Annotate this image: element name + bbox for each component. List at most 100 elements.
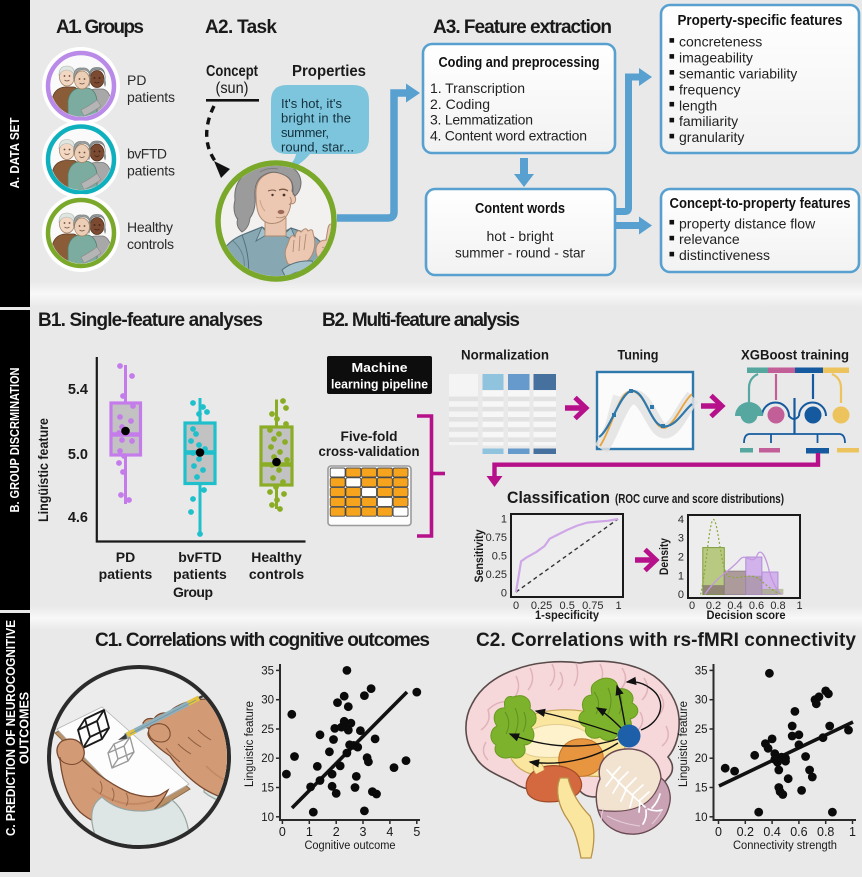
svg-text:0.25: 0.25 bbox=[486, 569, 507, 581]
svg-text:0.25: 0.25 bbox=[531, 600, 552, 612]
svg-text:XGBoost training: XGBoost training bbox=[741, 348, 849, 363]
svg-text:Connectivity strength: Connectivity strength bbox=[733, 840, 837, 852]
svg-text:30: 30 bbox=[261, 695, 274, 707]
svg-text:PD: PD bbox=[127, 72, 146, 88]
svg-text:1. Transcription: 1. Transcription bbox=[430, 80, 525, 96]
svg-text:15: 15 bbox=[695, 783, 708, 795]
svg-text:0.4: 0.4 bbox=[763, 825, 780, 839]
svg-text:0.4: 0.4 bbox=[727, 600, 742, 612]
svg-text:controls: controls bbox=[249, 566, 304, 582]
svg-text:hot - bright: hot - bright bbox=[487, 228, 554, 244]
svg-text:Concept: Concept bbox=[206, 63, 258, 80]
svg-text:cross-validation: cross-validation bbox=[319, 444, 420, 459]
svg-text:0.5: 0.5 bbox=[560, 600, 575, 612]
svg-text:Cognitive outcome: Cognitive outcome bbox=[305, 840, 396, 852]
svg-text:2: 2 bbox=[678, 552, 684, 564]
svg-text:PD: PD bbox=[116, 549, 135, 565]
svg-text:1: 1 bbox=[678, 571, 684, 583]
svg-text:2. Coding: 2. Coding bbox=[430, 96, 490, 112]
svg-text:relevance: relevance bbox=[679, 231, 740, 247]
svg-text:1: 1 bbox=[796, 600, 802, 612]
svg-text:0: 0 bbox=[689, 600, 695, 612]
svg-text:granularity: granularity bbox=[679, 129, 744, 145]
svg-text:summer - round - star: summer - round - star bbox=[455, 245, 585, 261]
svg-text:patients: patients bbox=[127, 89, 175, 105]
svg-text:5: 5 bbox=[413, 825, 420, 839]
svg-text:10: 10 bbox=[695, 812, 708, 824]
svg-text:OUTCOMES: OUTCOMES bbox=[18, 692, 32, 764]
svg-text:Lingüístic feature: Lingüístic feature bbox=[36, 418, 51, 522]
svg-text:bright in the: bright in the bbox=[281, 111, 351, 126]
svg-text:Classification: Classification bbox=[507, 489, 610, 507]
svg-text:It's hot, it's: It's hot, it's bbox=[281, 96, 343, 111]
svg-text:controls: controls bbox=[127, 236, 174, 252]
svg-text:distinctiveness: distinctiveness bbox=[679, 247, 770, 263]
svg-text:property distance flow: property distance flow bbox=[679, 215, 816, 231]
svg-text:35: 35 bbox=[695, 665, 708, 677]
svg-text:30: 30 bbox=[695, 695, 708, 707]
svg-text:Sensitivity: Sensitivity bbox=[472, 529, 486, 582]
svg-text:Healthy: Healthy bbox=[127, 219, 173, 235]
svg-text:0: 0 bbox=[678, 589, 684, 601]
svg-text:Property-specific features: Property-specific features bbox=[678, 13, 843, 29]
svg-text:3: 3 bbox=[360, 825, 367, 839]
svg-text:Content words: Content words bbox=[475, 201, 565, 217]
svg-text:Density: Density bbox=[657, 538, 671, 575]
svg-text:15: 15 bbox=[261, 783, 274, 795]
svg-text:4.6: 4.6 bbox=[68, 510, 88, 526]
svg-text:C1. Correlations with cognitiv: C1. Correlations with cognitive outcomes bbox=[95, 630, 430, 651]
svg-text:bvFTD: bvFTD bbox=[127, 146, 167, 162]
svg-text:5.0: 5.0 bbox=[68, 447, 88, 463]
svg-text:35: 35 bbox=[261, 665, 274, 677]
svg-text:1: 1 bbox=[501, 514, 507, 526]
svg-text:0.5: 0.5 bbox=[492, 551, 507, 563]
svg-text:Machine: Machine bbox=[352, 360, 408, 375]
svg-text:B2. Multi-feature analysis: B2. Multi-feature analysis bbox=[322, 310, 520, 331]
svg-text:4: 4 bbox=[678, 514, 684, 526]
svg-text:Concept-to-property features: Concept-to-property features bbox=[670, 196, 851, 212]
svg-text:0.2: 0.2 bbox=[737, 825, 754, 839]
svg-text:Tuning: Tuning bbox=[618, 348, 659, 363]
svg-text:5.4: 5.4 bbox=[68, 382, 88, 398]
svg-text:Linguistic feature: Linguistic feature bbox=[678, 701, 690, 787]
svg-text:frequency: frequency bbox=[679, 81, 740, 97]
svg-text:length: length bbox=[679, 97, 717, 113]
svg-text:0.75: 0.75 bbox=[486, 532, 507, 544]
svg-text:20: 20 bbox=[261, 753, 274, 765]
svg-text:1: 1 bbox=[615, 600, 621, 612]
svg-text:2: 2 bbox=[333, 825, 340, 839]
svg-text:(ROC curve and score distribut: (ROC curve and score distributions) bbox=[615, 491, 784, 506]
svg-text:familiarity: familiarity bbox=[679, 113, 738, 129]
svg-text:1: 1 bbox=[306, 825, 313, 839]
svg-text:4: 4 bbox=[386, 825, 393, 839]
svg-text:patients: patients bbox=[173, 566, 227, 582]
svg-text:20: 20 bbox=[695, 753, 708, 765]
svg-text:patients: patients bbox=[99, 566, 153, 582]
svg-text:bvFTD: bvFTD bbox=[178, 549, 222, 565]
svg-text:25: 25 bbox=[261, 724, 274, 736]
svg-text:learning pipeline: learning pipeline bbox=[331, 377, 428, 392]
svg-text:B1. Single-feature analyses: B1. Single-feature analyses bbox=[38, 310, 263, 331]
svg-text:4. Content word extraction: 4. Content word extraction bbox=[430, 127, 587, 143]
svg-text:C. PREDICTION OF NEUROCOGNITIV: C. PREDICTION OF NEUROCOGNITIVE bbox=[4, 620, 18, 836]
svg-text:0.6: 0.6 bbox=[749, 600, 764, 612]
svg-text:25: 25 bbox=[695, 724, 708, 736]
svg-text:0.75: 0.75 bbox=[582, 600, 603, 612]
svg-text:A2. Task: A2. Task bbox=[205, 17, 277, 38]
svg-text:A1. Groups: A1. Groups bbox=[56, 17, 144, 38]
svg-text:0.8: 0.8 bbox=[770, 600, 785, 612]
svg-text:A. DATA SET: A. DATA SET bbox=[8, 117, 22, 188]
svg-text:semantic variability: semantic variability bbox=[679, 65, 797, 81]
svg-text:Normalization: Normalization bbox=[461, 348, 549, 363]
svg-text:B. GROUP DISCRMINATION: B. GROUP DISCRMINATION bbox=[8, 368, 22, 513]
svg-text:Coding and preprocessing: Coding and preprocessing bbox=[439, 55, 600, 71]
svg-text:patients: patients bbox=[127, 163, 175, 179]
svg-text:0: 0 bbox=[715, 825, 722, 839]
svg-text:C2. Correlations with rs-fMRI: C2. Correlations with rs-fMRI connectivi… bbox=[476, 630, 856, 651]
svg-text:concreteness: concreteness bbox=[679, 34, 762, 50]
svg-text:0: 0 bbox=[501, 588, 507, 600]
svg-text:0.2: 0.2 bbox=[706, 600, 721, 612]
svg-text:(sun): (sun) bbox=[216, 80, 249, 97]
svg-text:Healthy: Healthy bbox=[251, 549, 302, 565]
svg-text:0.6: 0.6 bbox=[790, 825, 807, 839]
